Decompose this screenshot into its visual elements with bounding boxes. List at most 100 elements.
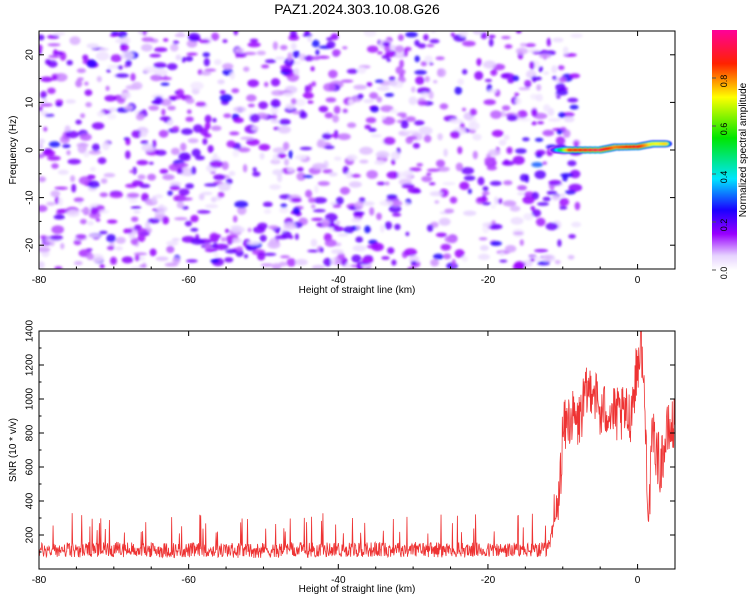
noise-blob [222, 39, 228, 43]
noise-blob [547, 118, 562, 122]
noise-blob [411, 86, 416, 93]
y-tick-label: -20 [25, 238, 36, 253]
noise-blob [145, 220, 151, 230]
noise-blob [47, 87, 56, 95]
noise-blob [281, 231, 292, 239]
noise-blob [384, 221, 393, 230]
y-tick-label: 10 [25, 96, 36, 108]
noise-blob [147, 218, 160, 224]
noise-blob [305, 189, 313, 198]
noise-blob [153, 47, 168, 53]
noise-blob [562, 174, 568, 182]
noise-blob [240, 136, 254, 140]
noise-blob [302, 174, 313, 179]
noise-blob [538, 66, 543, 73]
noise-blob [552, 37, 564, 43]
noise-blob [181, 56, 186, 63]
noise-blob [251, 125, 259, 131]
noise-blob [570, 33, 583, 39]
noise-blob [568, 183, 583, 192]
noise-blob [130, 237, 139, 246]
noise-blob [258, 101, 268, 110]
noise-blob [488, 149, 501, 157]
noise-blob [517, 118, 532, 122]
noise-blob [353, 84, 367, 90]
x-tick-label: 0 [635, 575, 641, 586]
noise-blob [330, 33, 339, 41]
noise-blob [181, 128, 193, 135]
noise-blob [190, 238, 205, 245]
noise-blob [402, 170, 414, 179]
y-tick-label: 1200 [25, 353, 36, 376]
noise-blob [288, 150, 293, 159]
noise-blob [554, 260, 561, 265]
noise-blob [125, 59, 132, 67]
noise-blob [531, 162, 544, 168]
noise-blob [79, 218, 87, 225]
noise-blob [278, 261, 288, 267]
noise-blob [147, 173, 157, 181]
noise-blob [569, 104, 579, 110]
noise-blob [115, 73, 129, 78]
noise-blob [132, 180, 144, 187]
noise-blob [455, 162, 464, 172]
noise-blob [433, 80, 438, 84]
noise-blob [535, 217, 546, 227]
x-tick-label: -20 [481, 575, 496, 586]
noise-blob [191, 148, 201, 157]
noise-blob [546, 37, 551, 47]
noise-blob [443, 148, 448, 157]
noise-blob [517, 110, 528, 119]
noise-blob [404, 248, 417, 257]
noise-blob [128, 199, 138, 203]
noise-blob [236, 246, 243, 251]
noise-blob [490, 204, 496, 209]
noise-blob [283, 91, 294, 97]
noise-blob [556, 95, 561, 99]
noise-blob [292, 207, 301, 215]
noise-blob [135, 113, 145, 121]
noise-blob [39, 34, 45, 41]
noise-blob [253, 226, 266, 234]
noise-blob [217, 79, 225, 85]
noise-blob [366, 170, 378, 179]
noise-blob [312, 163, 327, 170]
noise-blob [151, 195, 157, 204]
noise-blob [284, 57, 295, 67]
colorbar-label: Normalized spectral amplitude [738, 82, 749, 217]
noise-blob [330, 257, 336, 266]
noise-blob [524, 174, 530, 183]
noise-blob [450, 130, 461, 139]
noise-blob [480, 32, 488, 40]
noise-blob [170, 43, 179, 52]
noise-blob [304, 55, 314, 62]
noise-blob [172, 40, 180, 45]
noise-blob [233, 106, 247, 113]
noise-blob [542, 129, 555, 137]
noise-blob [409, 167, 422, 172]
noise-blob [332, 204, 342, 208]
noise-blob [461, 255, 468, 262]
noise-blob [218, 182, 231, 192]
noise-blob [435, 232, 447, 238]
noise-blob [249, 38, 259, 43]
colorbar-tick-label: 0.4 [719, 171, 729, 184]
noise-blob [77, 77, 84, 81]
noise-blob [73, 197, 85, 203]
noise-blob [232, 215, 238, 223]
noise-blob [542, 161, 547, 165]
noise-blob [478, 253, 490, 260]
noise-blob [256, 50, 266, 56]
noise-blob [243, 51, 257, 56]
noise-blob [283, 222, 297, 230]
noise-blob [178, 152, 191, 161]
noise-blob [397, 34, 404, 41]
noise-blob [86, 252, 94, 261]
noise-blob [523, 213, 534, 221]
noise-blob [311, 39, 320, 48]
noise-blob [106, 245, 115, 251]
noise-blob [363, 31, 377, 37]
noise-blob [420, 61, 428, 67]
noise-blob [379, 200, 394, 206]
noise-blob [281, 69, 295, 73]
